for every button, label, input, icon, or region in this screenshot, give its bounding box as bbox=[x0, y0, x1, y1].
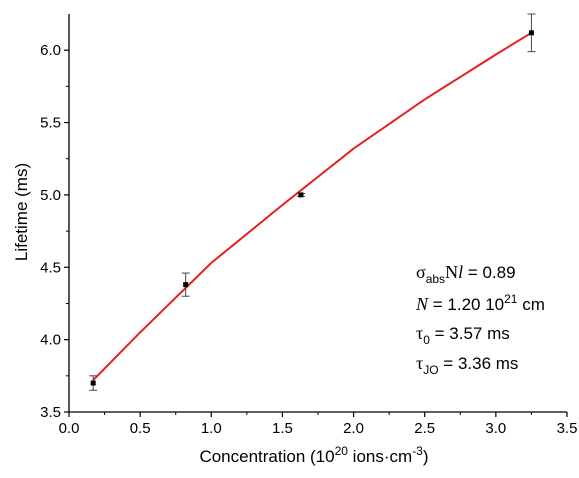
x-tick-label: 1.5 bbox=[272, 420, 293, 437]
annotation-taujo: τJO = 3.36 ms bbox=[416, 353, 518, 377]
x-tick-label: 3.0 bbox=[485, 420, 506, 437]
annotation-sigma: σabsNl = 0.89 bbox=[416, 262, 516, 286]
y-tick-label: 4.5 bbox=[40, 259, 61, 276]
x-tick-label: 0.0 bbox=[59, 420, 80, 437]
fit-parameters: σabsNl = 0.89 N = 1.20 1021 cm τ0 = 3.57… bbox=[415, 262, 545, 377]
x-tick-label: 2.5 bbox=[414, 420, 435, 437]
taujo-value: = 3.36 ms bbox=[439, 354, 519, 373]
sigma-symbol: σ bbox=[416, 262, 426, 282]
sigma-l: l bbox=[458, 262, 463, 282]
x-axis-title-sup1: 20 bbox=[335, 444, 349, 458]
x-axis-title-sup2: -3 bbox=[412, 444, 423, 458]
sigma-n: N bbox=[445, 262, 458, 282]
x-tick-label: 2.0 bbox=[343, 420, 364, 437]
x-axis-title: Concentration (1020 ions·cm-3) bbox=[199, 444, 428, 466]
sigma-subscript: abs bbox=[426, 272, 445, 286]
sigma-value: = 0.89 bbox=[463, 263, 515, 282]
x-tick-label: 3.5 bbox=[557, 420, 578, 437]
data-point bbox=[183, 282, 189, 288]
x-axis-title-mid: ions·cm bbox=[348, 447, 412, 466]
annotation-n: N = 1.20 1021 cm bbox=[415, 292, 545, 314]
x-ticks: 0.0 0.5 1.0 1.5 2.0 2.5 3.0 3.5 bbox=[59, 412, 578, 437]
x-axis-title-main: Concentration (10 bbox=[199, 447, 334, 466]
n-unit: cm bbox=[517, 295, 544, 314]
n-value: = 1.20 10 bbox=[428, 295, 504, 314]
y-axis-title: Lifetime (ms) bbox=[12, 163, 31, 261]
n-symbol: N bbox=[415, 294, 429, 314]
x-axis-title-end: ) bbox=[423, 447, 429, 466]
y-tick-label: 4.0 bbox=[40, 332, 61, 349]
data-points bbox=[89, 13, 536, 391]
y-tick-label: 5.0 bbox=[40, 187, 61, 204]
data-point bbox=[90, 380, 96, 386]
tau0-value: = 3.57 ms bbox=[430, 324, 510, 343]
tau0-symbol: τ bbox=[416, 323, 423, 343]
x-tick-label: 0.5 bbox=[130, 420, 151, 437]
annotation-tau0: τ0 = 3.57 ms bbox=[416, 323, 510, 347]
y-tick-label: 5.5 bbox=[40, 115, 61, 132]
data-point bbox=[298, 192, 304, 198]
taujo-symbol: τ bbox=[416, 353, 423, 373]
fit-curve bbox=[92, 31, 532, 381]
y-ticks: 3.5 4.0 4.5 5.0 5.5 6.0 bbox=[40, 42, 69, 421]
y-tick-label: 3.5 bbox=[40, 404, 61, 421]
x-tick-label: 1.0 bbox=[201, 420, 222, 437]
data-point bbox=[528, 30, 534, 36]
taujo-subscript: JO bbox=[423, 363, 438, 377]
y-tick-label: 6.0 bbox=[40, 42, 61, 59]
tau0-subscript: 0 bbox=[423, 333, 430, 347]
n-sup: 21 bbox=[504, 292, 518, 306]
plot-area bbox=[68, 14, 567, 413]
